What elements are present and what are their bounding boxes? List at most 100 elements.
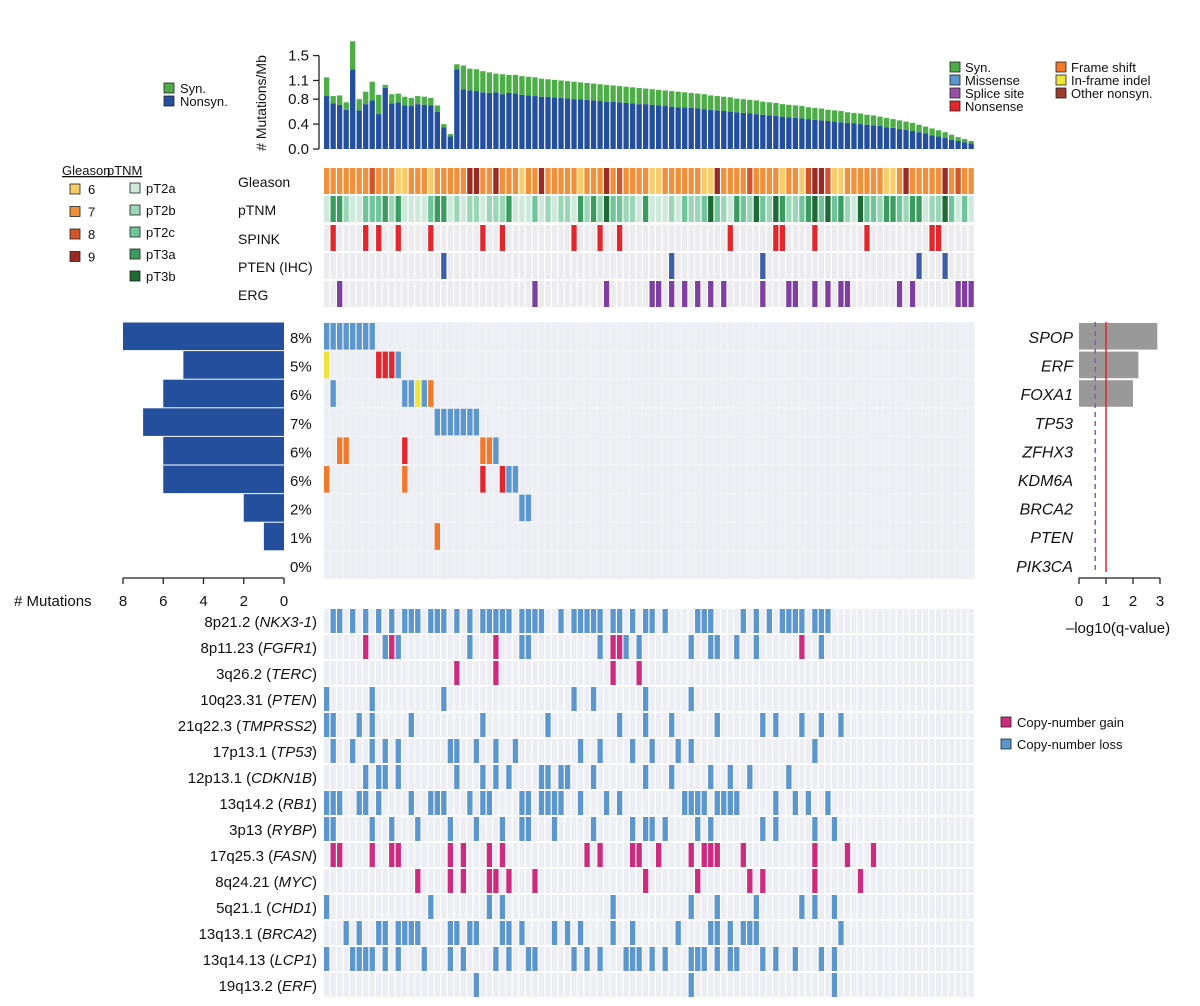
missense-mutation-cell: [369, 323, 375, 350]
empty-cell: [577, 380, 584, 407]
empty-cell: [629, 765, 636, 789]
empty-cell: [421, 323, 427, 350]
empty-cell: [922, 921, 929, 945]
legend-label: pT2b: [146, 203, 176, 218]
empty-cell: [753, 791, 759, 815]
empty-cell: [760, 791, 766, 815]
empty-cell: [350, 973, 356, 997]
empty-cell: [525, 551, 532, 579]
copy-number-cell: [356, 791, 362, 815]
mutation-count-bar: [183, 351, 284, 379]
empty-cell: [564, 466, 571, 493]
empty-cell: [695, 408, 701, 436]
empty-cell: [382, 466, 388, 493]
empty-cell: [753, 661, 759, 685]
empty-cell: [571, 635, 577, 659]
empty-cell: [766, 635, 772, 659]
nonsyn-bar: [792, 117, 799, 149]
empty-cell: [721, 739, 727, 763]
spink-cell: [447, 225, 453, 251]
empty-cell: [818, 380, 825, 407]
empty-cell: [421, 351, 427, 379]
syn-bar: [506, 74, 512, 93]
erg-cell: [356, 281, 362, 307]
empty-cell: [538, 494, 545, 522]
gleason-cell: [395, 168, 401, 194]
pten_ihc-cell: [506, 253, 512, 279]
empty-cell: [929, 921, 935, 945]
empty-cell: [669, 739, 675, 763]
spink-cell: [851, 225, 857, 251]
nonsyn-bar: [825, 120, 831, 149]
empty-cell: [467, 466, 473, 493]
empty-cell: [864, 437, 870, 464]
copy-number-cell: [844, 843, 851, 867]
empty-cell: [597, 869, 603, 893]
ptnm-cell: [408, 196, 414, 222]
empty-cell: [473, 661, 480, 685]
copy-number-cell: [786, 609, 792, 633]
empty-cell: [779, 791, 786, 815]
pten_ihc-cell: [389, 253, 395, 279]
empty-cell: [961, 380, 968, 407]
empty-cell: [766, 713, 772, 737]
mutation-rate-tick-label: 0.8: [288, 91, 309, 108]
gene-mutation-percent: 5%: [290, 359, 312, 376]
empty-cell: [603, 351, 610, 379]
nonsyn-bar: [473, 91, 480, 149]
empty-cell: [656, 523, 662, 550]
pten_ihc-cell: [766, 253, 772, 279]
empty-cell: [395, 523, 401, 550]
copy-number-cell: [408, 791, 414, 815]
copy-number-cell: [369, 843, 375, 867]
copy-number-cell: [551, 921, 558, 945]
empty-cell: [493, 687, 499, 711]
gleason-cell: [779, 168, 786, 194]
empty-cell: [538, 973, 545, 997]
empty-cell: [597, 921, 603, 945]
empty-cell: [948, 551, 955, 579]
spink-cell: [623, 225, 629, 251]
empty-cell: [727, 466, 733, 493]
empty-cell: [948, 687, 955, 711]
empty-cell: [753, 739, 759, 763]
empty-cell: [382, 551, 388, 579]
empty-cell: [669, 466, 675, 493]
empty-cell: [421, 437, 427, 464]
empty-cell: [721, 687, 727, 711]
pten_ihc-cell: [447, 253, 453, 279]
empty-cell: [682, 551, 688, 579]
copy-number-cell: [499, 817, 506, 841]
empty-cell: [610, 739, 616, 763]
missense-mutation-cell: [356, 323, 362, 350]
empty-cell: [441, 635, 447, 659]
nonsyn-bar: [389, 103, 395, 149]
empty-cell: [480, 895, 486, 919]
empty-cell: [636, 739, 642, 763]
ptnm-cell: [773, 196, 779, 222]
erg-cell: [408, 281, 414, 307]
empty-cell: [584, 973, 590, 997]
empty-cell: [877, 843, 883, 867]
empty-cell: [675, 687, 681, 711]
cytoband-label: 8p21.2: [204, 614, 250, 631]
empty-cell: [467, 713, 473, 737]
empty-cell: [402, 947, 408, 971]
empty-cell: [356, 687, 362, 711]
spink-cell: [877, 225, 883, 251]
empty-cell: [695, 380, 701, 407]
empty-cell: [603, 973, 610, 997]
missense-mutation-cell: [525, 494, 532, 522]
empty-cell: [753, 869, 759, 893]
empty-cell: [649, 661, 655, 685]
empty-cell: [512, 494, 519, 522]
empty-cell: [636, 408, 642, 436]
nonsyn-bar: [942, 137, 948, 149]
empty-cell: [382, 687, 388, 711]
empty-cell: [558, 713, 564, 737]
empty-cell: [551, 947, 558, 971]
empty-cell: [825, 635, 831, 659]
empty-cell: [642, 791, 649, 815]
copy-number-cell: [532, 869, 538, 893]
empty-cell: [656, 551, 662, 579]
